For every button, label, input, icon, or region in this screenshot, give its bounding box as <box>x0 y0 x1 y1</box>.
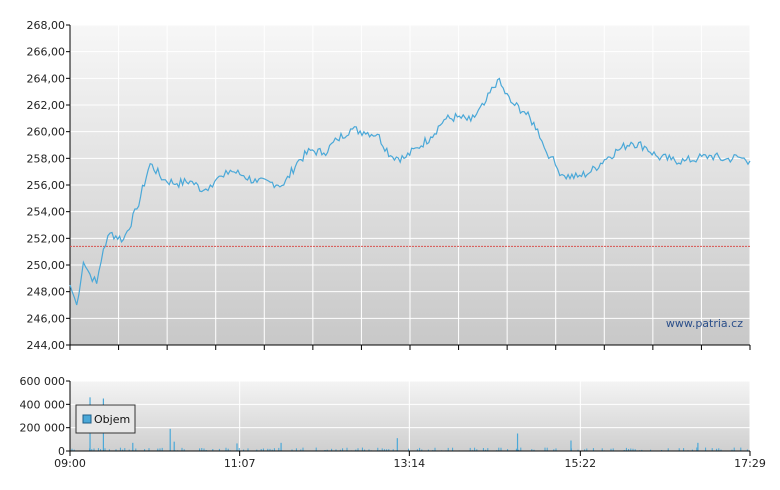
price-y-tick-label: 258,00 <box>27 152 66 165</box>
price-y-tick-label: 266,00 <box>27 46 66 59</box>
price-y-tick-label: 250,00 <box>27 259 66 272</box>
price-y-tick-label: 246,00 <box>27 312 66 325</box>
price-grid <box>69 24 751 346</box>
price-y-tick-label: 264,00 <box>27 72 66 85</box>
volume-y-tick-label: 0 <box>58 445 65 458</box>
volume-panel: 600 000 400 000 200 000 0 09:00 11:07 13:14 15… <box>20 375 766 470</box>
price-y-tick-label: 248,00 <box>27 286 66 299</box>
time-x-tick-label: 09:00 <box>54 457 86 470</box>
time-x-tick-label: 13:14 <box>393 457 425 470</box>
legend-label: Objem <box>94 413 130 426</box>
price-y-tick-label: 262,00 <box>27 99 66 112</box>
legend-swatch <box>82 414 92 424</box>
price-y-axis: 268,00 266,00 264,00 262,00 260,00 258,00 256,… <box>27 19 71 352</box>
price-y-tick-label: 260,00 <box>27 126 66 139</box>
price-y-tick-label: 254,00 <box>27 206 66 219</box>
volume-y-tick-label: 400 000 <box>20 398 66 411</box>
volume-plot-area <box>70 381 750 451</box>
time-x-tick-label: 17:29 <box>734 457 766 470</box>
price-y-tick-label: 256,00 <box>27 179 66 192</box>
price-y-tick-label: 244,00 <box>27 339 66 352</box>
price-x-axis-ticks <box>69 345 751 350</box>
volume-y-tick-label: 600 000 <box>20 375 66 388</box>
volume-y-tick-label: 200 000 <box>20 422 66 435</box>
price-series-line <box>69 77 751 306</box>
price-panel: 268,00 266,00 264,00 262,00 260,00 258,00 256,… <box>27 19 751 352</box>
price-y-tick-label: 268,00 <box>27 19 66 32</box>
time-x-axis: 09:00 11:07 13:14 15:22 17:29 <box>54 451 766 470</box>
price-y-tick-label: 252,00 <box>27 232 66 245</box>
legend: Objem <box>75 404 136 434</box>
volume-y-axis: 600 000 400 000 200 000 0 <box>20 375 71 458</box>
time-x-tick-label: 15:22 <box>564 457 596 470</box>
watermark: www.patria.cz <box>666 317 743 330</box>
time-x-tick-label: 11:07 <box>224 457 256 470</box>
